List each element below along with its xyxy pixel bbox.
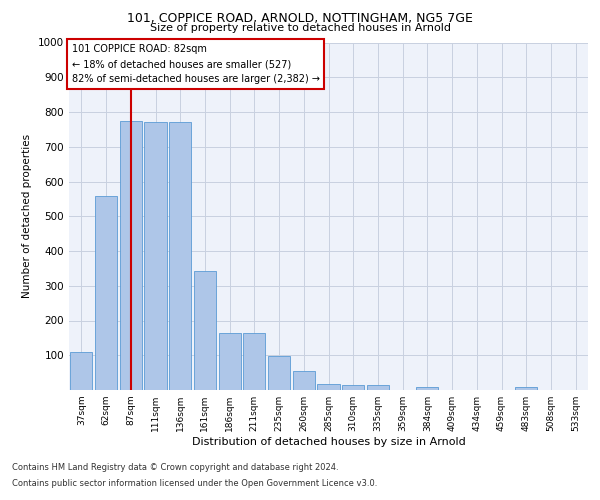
Y-axis label: Number of detached properties: Number of detached properties — [22, 134, 32, 298]
Text: Size of property relative to detached houses in Arnold: Size of property relative to detached ho… — [149, 23, 451, 33]
Bar — [169, 122, 191, 390]
X-axis label: Distribution of detached houses by size in Arnold: Distribution of detached houses by size … — [191, 437, 466, 447]
Bar — [194, 271, 216, 390]
Bar — [243, 334, 265, 390]
Bar — [367, 385, 389, 390]
Text: 101, COPPICE ROAD, ARNOLD, NOTTINGHAM, NG5 7GE: 101, COPPICE ROAD, ARNOLD, NOTTINGHAM, N… — [127, 12, 473, 25]
Bar — [342, 385, 364, 390]
Bar — [119, 120, 142, 390]
Text: Contains HM Land Registry data © Crown copyright and database right 2024.: Contains HM Land Registry data © Crown c… — [12, 464, 338, 472]
Text: Contains public sector information licensed under the Open Government Licence v3: Contains public sector information licen… — [12, 478, 377, 488]
Bar — [95, 196, 117, 390]
Bar — [268, 356, 290, 390]
Bar — [218, 334, 241, 390]
Text: 101 COPPICE ROAD: 82sqm
← 18% of detached houses are smaller (527)
82% of semi-d: 101 COPPICE ROAD: 82sqm ← 18% of detache… — [71, 44, 320, 84]
Bar — [293, 371, 315, 390]
Bar — [416, 387, 439, 390]
Bar — [70, 352, 92, 390]
Bar — [145, 122, 167, 390]
Bar — [515, 387, 538, 390]
Bar — [317, 384, 340, 390]
